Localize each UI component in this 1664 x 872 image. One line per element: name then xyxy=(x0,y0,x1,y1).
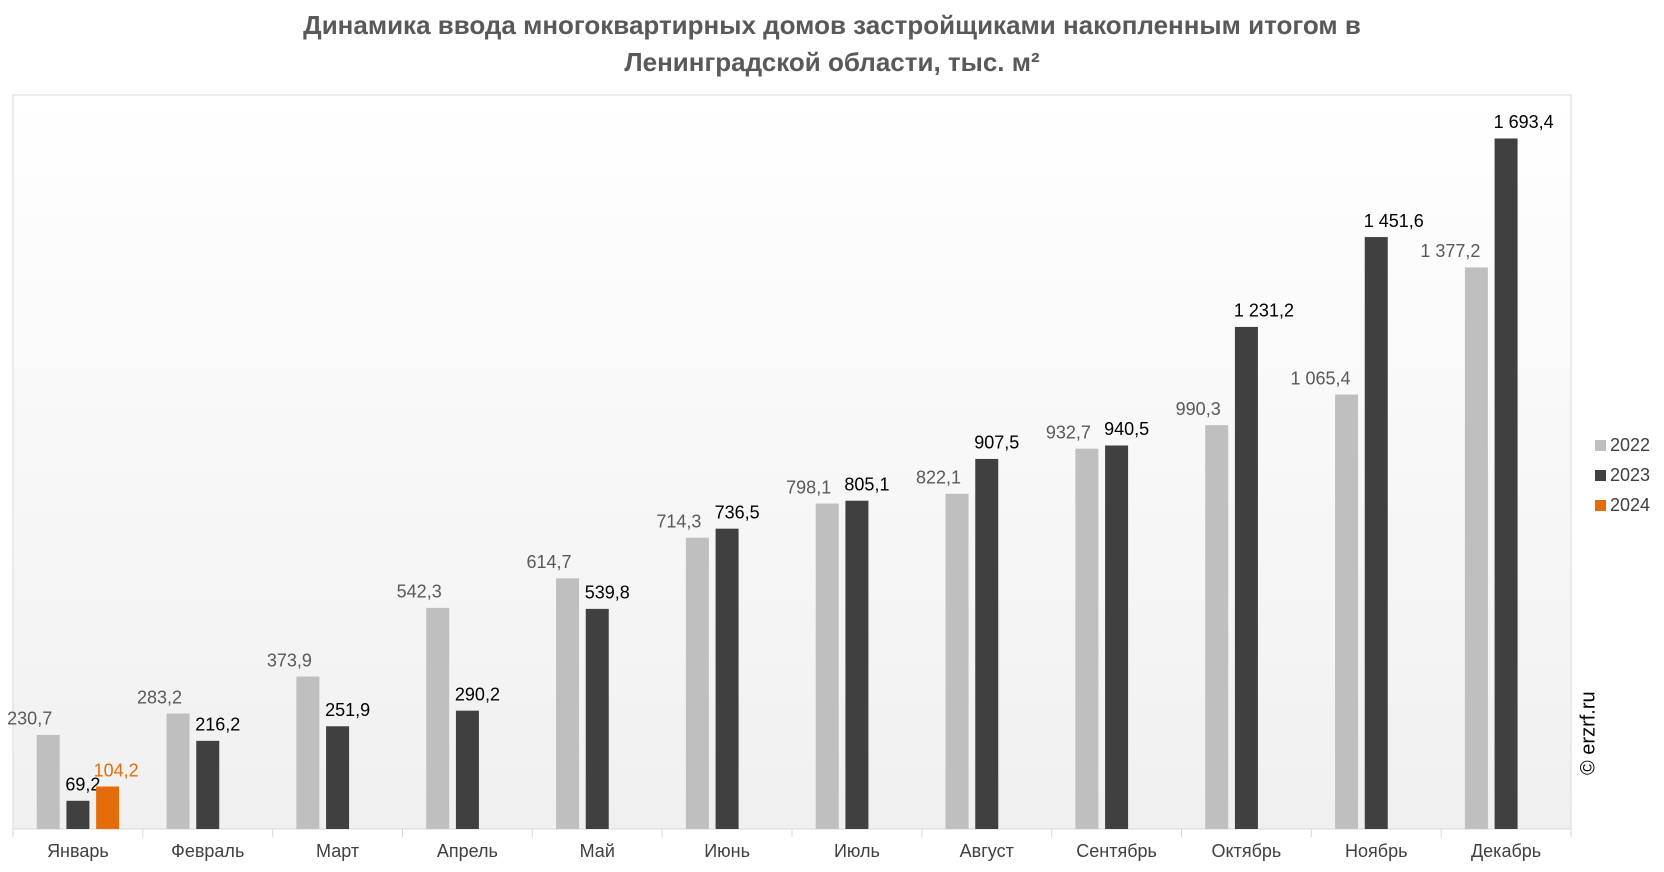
data-label: 932,7 xyxy=(1046,422,1091,442)
bar xyxy=(1105,445,1129,829)
x-tick-label: Июнь xyxy=(704,841,750,861)
bar xyxy=(1075,448,1099,829)
watermark: © erzrf.ru xyxy=(1577,691,1599,775)
data-label: 736,5 xyxy=(715,502,760,522)
bar xyxy=(945,493,969,829)
data-label: 822,1 xyxy=(916,468,961,488)
data-label: 798,1 xyxy=(786,477,831,497)
bar xyxy=(715,528,739,829)
data-label: 1 451,6 xyxy=(1364,211,1424,231)
legend-swatch xyxy=(1595,440,1606,451)
bar xyxy=(96,786,120,829)
bar xyxy=(585,608,609,829)
x-tick-label: Август xyxy=(960,841,1014,861)
data-label: 1 377,2 xyxy=(1420,241,1480,261)
x-tick-label: Январь xyxy=(47,841,109,861)
bar xyxy=(426,607,450,829)
bar xyxy=(1364,237,1388,830)
x-tick-label: Июль xyxy=(834,841,880,861)
x-tick-label: Декабрь xyxy=(1471,841,1541,861)
data-label: 990,3 xyxy=(1176,399,1221,419)
x-tick-label: Ноябрь xyxy=(1345,841,1407,861)
x-tick-label: Март xyxy=(316,841,359,861)
legend-swatch xyxy=(1595,500,1606,511)
bar xyxy=(815,503,839,829)
bar xyxy=(66,800,90,829)
bar xyxy=(296,676,320,829)
bar xyxy=(556,578,580,829)
bar xyxy=(1234,326,1258,829)
x-tick-label: Октябрь xyxy=(1212,841,1282,861)
bar xyxy=(166,713,190,829)
data-label: 805,1 xyxy=(844,474,889,494)
data-label: 940,5 xyxy=(1104,419,1149,439)
plot-area xyxy=(12,94,1572,830)
data-label: 539,8 xyxy=(585,583,630,603)
bar xyxy=(1464,267,1488,829)
chart-title: Динамика ввода многоквартирных домов зас… xyxy=(303,10,1361,40)
data-label: 714,3 xyxy=(656,511,701,531)
x-tick-label: Апрель xyxy=(437,841,498,861)
data-label: 907,5 xyxy=(974,433,1019,453)
data-label: 1 065,4 xyxy=(1290,368,1350,388)
x-tick-label: Февраль xyxy=(171,841,244,861)
bar xyxy=(685,537,709,829)
data-label: 290,2 xyxy=(455,684,500,704)
bar xyxy=(326,726,350,829)
data-label: 216,2 xyxy=(195,715,240,735)
bar xyxy=(1494,138,1518,829)
bar xyxy=(455,710,479,829)
legend-label: 2023 xyxy=(1610,465,1650,485)
data-label: 104,2 xyxy=(94,760,139,780)
data-label: 283,2 xyxy=(137,687,182,707)
x-tick-label: Сентябрь xyxy=(1076,841,1157,861)
bar xyxy=(845,500,869,829)
bar xyxy=(975,458,999,829)
bar xyxy=(1335,394,1359,829)
chart-subtitle: Ленинградской области, тыс. м² xyxy=(624,47,1040,77)
bar xyxy=(36,734,60,829)
data-label: 230,7 xyxy=(7,709,52,729)
data-label: 373,9 xyxy=(267,650,312,670)
bar xyxy=(1205,425,1229,829)
legend-label: 2022 xyxy=(1610,435,1650,455)
bar xyxy=(196,740,220,829)
data-label: 1 231,2 xyxy=(1234,301,1294,321)
data-label: 542,3 xyxy=(397,582,442,602)
legend-label: 2024 xyxy=(1610,495,1650,515)
x-tick-label: Май xyxy=(580,841,615,861)
data-label: 251,9 xyxy=(325,700,370,720)
data-label: 614,7 xyxy=(527,552,572,572)
data-label: 1 693,4 xyxy=(1494,112,1554,132)
data-label: 69,2 xyxy=(65,775,100,795)
legend-swatch xyxy=(1595,470,1606,481)
